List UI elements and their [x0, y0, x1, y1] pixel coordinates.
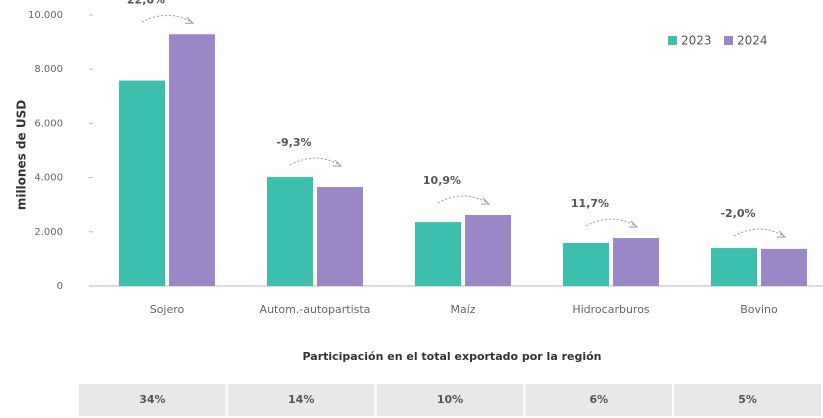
y-axis-label: millones de USD	[15, 100, 29, 210]
y-tick-label: 6.000	[34, 118, 63, 129]
table-cell-text: 10%	[437, 393, 463, 406]
table-cell	[77, 382, 228, 418]
x-tick-label: Hidrocarburos	[572, 303, 650, 316]
arrow-head	[629, 220, 639, 228]
table-cell-text: 5%	[738, 393, 757, 406]
table-cell-text: 34%	[139, 393, 165, 406]
x-tick-label: Bovino	[740, 303, 778, 316]
growth-arrow	[585, 218, 637, 227]
bar	[119, 80, 165, 286]
x-tick-label: Autom.-autopartista	[260, 303, 371, 316]
legend-swatch	[668, 36, 677, 45]
table-cell-text: 14%	[288, 393, 314, 406]
arrow-head	[333, 159, 343, 167]
table-cell	[523, 382, 675, 418]
y-tick-label: 2.000	[34, 227, 63, 238]
table-title: Participación en el total exportado por …	[303, 350, 602, 363]
x-tick-label: Sojero	[150, 303, 185, 316]
growth-arrow	[141, 14, 193, 23]
y-tick-label: 0	[57, 281, 63, 292]
legend-label: 2024	[737, 34, 768, 48]
growth-label: -2,0%	[720, 207, 755, 220]
legend-label: 2023	[681, 34, 712, 48]
growth-arrow	[733, 228, 785, 237]
growth-label: 22,6%	[127, 0, 165, 6]
y-tick-label: 4.000	[34, 173, 63, 184]
bar	[563, 242, 609, 286]
y-tick-label: 8.000	[34, 64, 63, 75]
bar	[613, 238, 659, 286]
table-cell	[672, 382, 823, 418]
y-tick-label: 10.000	[28, 10, 63, 21]
arrow-head	[481, 197, 491, 205]
bar	[711, 248, 757, 286]
table-cell	[374, 382, 526, 418]
arrow-head	[185, 16, 195, 24]
growth-arrow	[437, 195, 489, 204]
growth-arrow	[289, 157, 341, 166]
bar	[317, 187, 363, 286]
arrow-head	[777, 230, 787, 238]
bar	[465, 214, 511, 286]
bar	[169, 34, 215, 287]
bar	[761, 248, 807, 286]
bar	[415, 222, 461, 286]
bar	[267, 177, 313, 286]
x-tick-label: Maíz	[450, 303, 475, 316]
growth-label: 10,9%	[423, 174, 461, 187]
table-cell-text: 6%	[589, 393, 608, 406]
table-cell	[225, 382, 377, 418]
growth-label: 11,7%	[571, 197, 609, 210]
growth-label: -9,3%	[276, 136, 311, 149]
legend-swatch	[724, 36, 733, 45]
